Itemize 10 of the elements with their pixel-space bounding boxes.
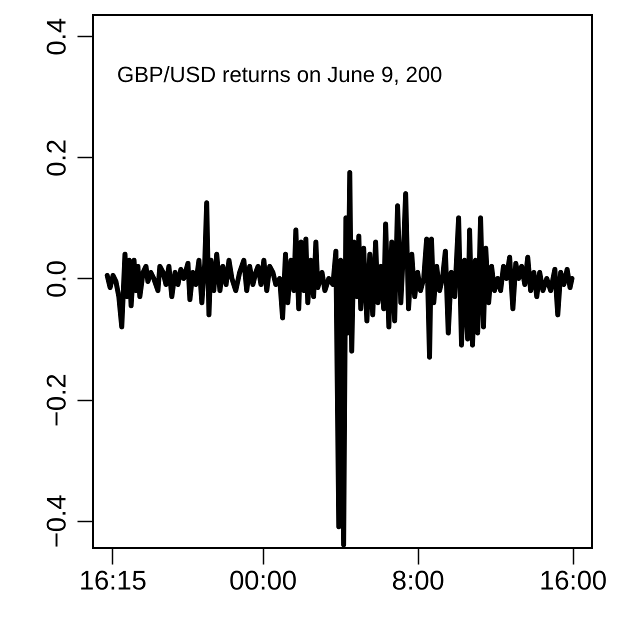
y-tick-label: 0.0 [42, 260, 72, 298]
annotation: GBP/USD returns on June 9, 200 [117, 62, 442, 87]
x-tick-label: 00:00 [229, 566, 297, 596]
x-tick-label: 8:00 [392, 566, 444, 596]
y-tick-label: 0.4 [42, 18, 72, 56]
y-tick-label: −0.4 [42, 494, 72, 548]
x-tick-label: 16:00 [539, 566, 607, 596]
x-tick-label: 16:15 [79, 566, 147, 596]
y-tick-label: 0.2 [42, 139, 72, 177]
y-tick-label: −0.2 [42, 373, 72, 427]
